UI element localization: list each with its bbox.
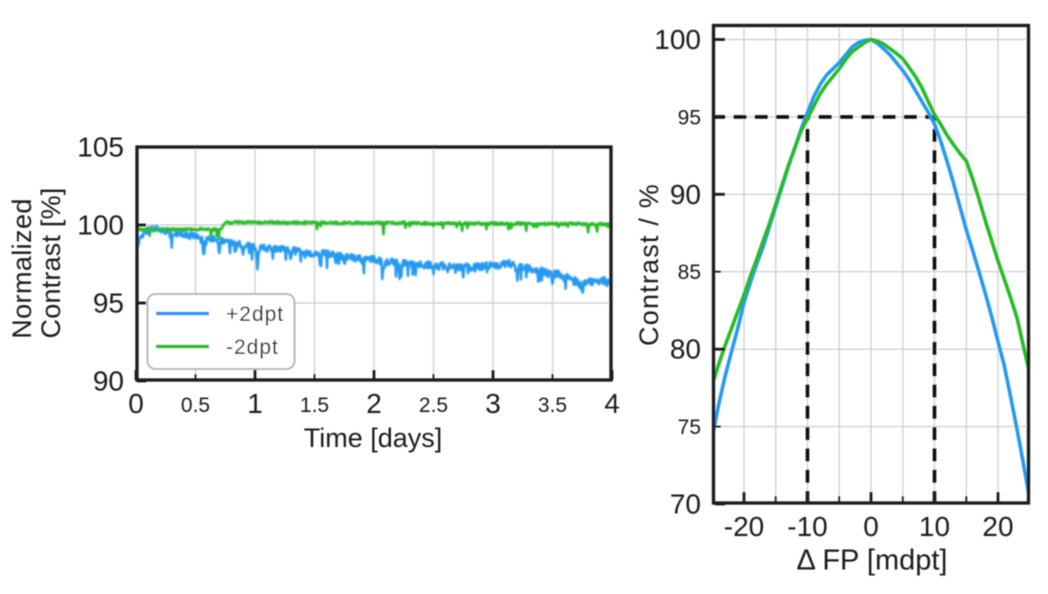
svg-text:85: 85 — [678, 261, 701, 284]
svg-text:90: 90 — [93, 366, 124, 397]
svg-text:3.5: 3.5 — [538, 394, 567, 417]
svg-text:20: 20 — [982, 511, 1013, 542]
svg-text:75: 75 — [678, 416, 701, 439]
svg-text:95: 95 — [678, 106, 701, 129]
svg-text:Contrast / %: Contrast / % — [634, 183, 664, 346]
svg-text:0: 0 — [128, 388, 144, 419]
svg-text:-20: -20 — [724, 511, 764, 542]
svg-text:95: 95 — [93, 288, 124, 319]
svg-text:80: 80 — [670, 334, 701, 365]
svg-text:-2dpt: -2dpt — [226, 336, 279, 359]
svg-text:3: 3 — [485, 388, 501, 419]
svg-text:90: 90 — [670, 179, 701, 210]
svg-text:1.5: 1.5 — [300, 394, 329, 417]
svg-text:105: 105 — [77, 132, 124, 163]
svg-text:Time [days]: Time [days] — [304, 423, 443, 453]
svg-text:-10: -10 — [787, 511, 827, 542]
svg-text:1: 1 — [247, 388, 263, 419]
svg-text:100: 100 — [654, 24, 701, 55]
svg-text:Δ FP [mdpt]: Δ FP [mdpt] — [796, 545, 947, 577]
svg-text:Contrast [%]: Contrast [%] — [36, 188, 66, 339]
svg-text:70: 70 — [670, 489, 701, 520]
svg-text:10: 10 — [919, 511, 950, 542]
svg-text:2: 2 — [366, 388, 382, 419]
svg-text:Normalized: Normalized — [7, 198, 37, 339]
svg-text:100: 100 — [77, 210, 124, 241]
svg-text:+2dpt: +2dpt — [226, 303, 284, 326]
svg-text:0: 0 — [863, 511, 879, 542]
svg-text:2.5: 2.5 — [419, 394, 448, 417]
svg-text:4: 4 — [604, 388, 620, 419]
svg-text:0.5: 0.5 — [181, 394, 210, 417]
